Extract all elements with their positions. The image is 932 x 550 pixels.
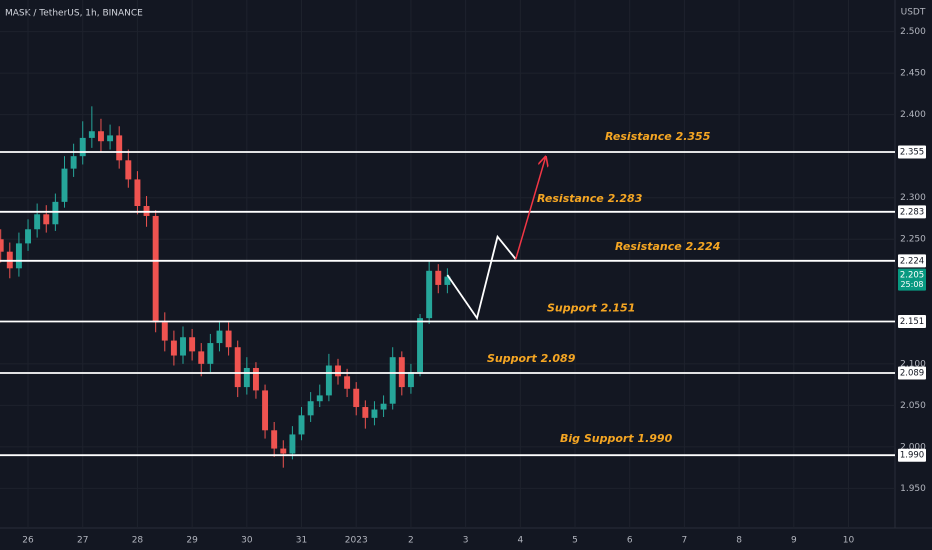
- x-tick-label: 5: [572, 536, 578, 546]
- candle-body: [88, 131, 95, 138]
- candle-body: [243, 367, 250, 388]
- candle-body: [15, 243, 22, 269]
- y-tick-label: 2.050: [900, 401, 926, 411]
- candle-body: [98, 131, 104, 142]
- x-tick-label: 2023: [345, 536, 368, 546]
- price-tag: [898, 314, 926, 328]
- candle-body: [180, 337, 186, 356]
- candle-body: [61, 168, 68, 202]
- level-note: Support 2.089: [487, 352, 576, 365]
- candle-body: [170, 340, 177, 356]
- candle-body: [353, 388, 360, 408]
- x-tick-label: 29: [186, 536, 198, 546]
- price-tag: [898, 145, 926, 159]
- price-tag-label: 2.151: [900, 317, 924, 327]
- candle-body: [417, 318, 423, 373]
- y-tick-label: 2.000: [900, 442, 926, 452]
- candle-body: [298, 415, 305, 435]
- candle-body: [344, 376, 351, 389]
- candle-body: [125, 160, 132, 180]
- candle-body: [280, 448, 287, 454]
- y-axis-unit: USDT: [901, 8, 926, 18]
- candle-body: [289, 434, 296, 454]
- level-note: Big Support 1.990: [560, 432, 673, 445]
- candle-body: [134, 179, 141, 207]
- price-tag-label: 2.224: [900, 256, 924, 266]
- y-tick-label: 2.300: [900, 193, 926, 203]
- candle-body: [262, 390, 269, 431]
- price-tag-label: 1.990: [900, 451, 924, 461]
- candle-body: [307, 401, 314, 416]
- candle-body: [189, 337, 196, 352]
- y-tick-label: 2.100: [900, 359, 926, 369]
- x-tick-label: 7: [682, 536, 688, 546]
- price-tag: [898, 254, 926, 268]
- candle-body: [198, 351, 205, 364]
- y-tick-label: 1.950: [900, 484, 926, 494]
- y-tick-label: 2.250: [900, 235, 926, 245]
- candle-body: [0, 239, 4, 252]
- y-tick-label: 2.500: [900, 27, 926, 37]
- price-tag: [898, 205, 926, 219]
- projection-arrow: [515, 158, 546, 260]
- last-price-tag: [898, 268, 926, 291]
- candle-body: [371, 409, 378, 418]
- candle-body: [435, 270, 442, 285]
- candle-body: [271, 430, 278, 449]
- x-tick-label: 31: [296, 536, 307, 546]
- y-tick-label: 2.400: [900, 110, 926, 120]
- x-tick-label: 8: [736, 536, 742, 546]
- candle-body: [216, 330, 223, 344]
- level-note: Resistance 2.224: [615, 240, 720, 253]
- price-tag-label: 2.089: [900, 368, 924, 378]
- candle-body: [161, 322, 168, 341]
- candle-body: [52, 201, 59, 225]
- x-tick-label: 4: [517, 536, 523, 546]
- chart-title: MASK / TetherUS, 1h, BINANCE: [5, 9, 143, 19]
- x-tick-label: 27: [77, 536, 88, 546]
- last-price-label: 2.205: [900, 271, 924, 281]
- candle-body: [316, 395, 323, 402]
- x-tick-label: 9: [791, 536, 797, 546]
- candle-body: [43, 214, 50, 225]
- candle-body: [107, 135, 114, 142]
- x-tick-label: 2: [408, 536, 414, 546]
- candle-body: [207, 343, 214, 364]
- candle-body: [407, 372, 414, 388]
- level-note: Resistance 2.355: [605, 130, 711, 143]
- projection-path: [446, 234, 517, 321]
- x-tick-label: 6: [627, 536, 633, 546]
- candle-body: [325, 365, 332, 396]
- y-tick-label: 2.450: [900, 69, 926, 79]
- candle-body: [116, 135, 123, 161]
- candle-body: [70, 156, 77, 169]
- candle-body: [252, 367, 259, 391]
- x-tick-label: 10: [843, 536, 855, 546]
- price-tag-label: 2.355: [900, 148, 924, 158]
- candle-body: [444, 276, 451, 285]
- candle-body: [362, 407, 369, 418]
- countdown-label: 25:08: [900, 280, 923, 289]
- candle-body: [152, 215, 159, 323]
- level-note: Resistance 2.283: [537, 192, 643, 205]
- x-tick-label: 3: [463, 536, 469, 546]
- candle-body: [25, 229, 31, 244]
- x-tick-label: 28: [132, 536, 144, 546]
- candle-body: [234, 347, 241, 388]
- level-note: Support 2.151: [547, 301, 635, 314]
- price-tag-label: 2.283: [900, 207, 924, 217]
- candle-body: [389, 357, 396, 404]
- price-tag: [898, 366, 926, 380]
- price-tag: [898, 448, 926, 462]
- candle-body: [225, 330, 232, 348]
- candle-body: [335, 365, 341, 377]
- x-tick-label: 26: [22, 536, 34, 546]
- candle-body: [380, 403, 387, 410]
- candle-body: [79, 137, 86, 157]
- x-tick-label: 30: [241, 536, 253, 546]
- candle-body: [426, 270, 433, 319]
- candle-body: [34, 214, 41, 230]
